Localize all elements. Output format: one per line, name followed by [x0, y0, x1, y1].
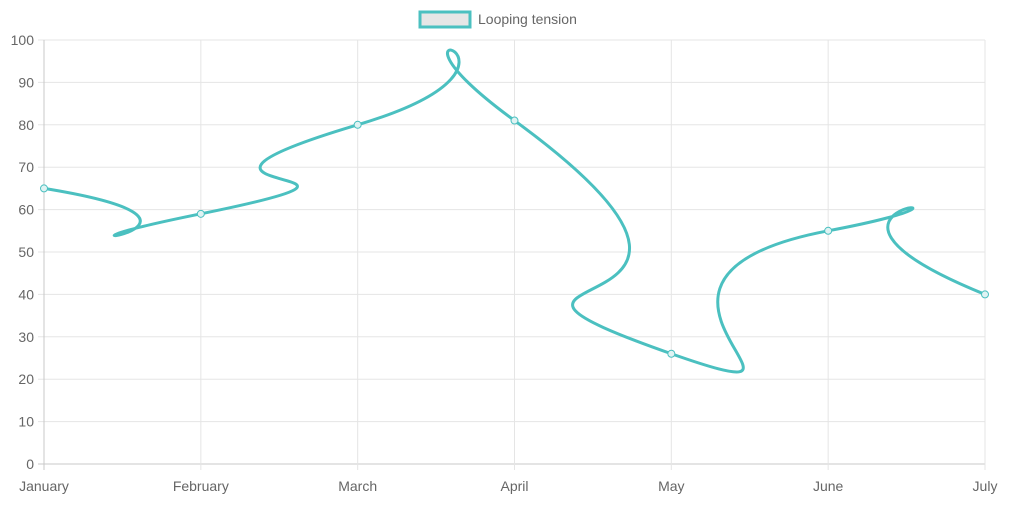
x-tick-label: April — [500, 478, 528, 494]
legend-swatch[interactable] — [418, 10, 472, 29]
y-tick-label: 30 — [18, 329, 34, 345]
x-tick-label: January — [19, 478, 69, 494]
y-tick-label: 10 — [18, 414, 34, 430]
axes: 0 10 20 30 40 50 60 70 80 90 100 January February Mar… — [11, 32, 998, 494]
data-point[interactable] — [667, 349, 676, 358]
legend[interactable]: Looping tension — [418, 10, 577, 29]
x-tick-label: March — [338, 478, 377, 494]
data-point[interactable] — [353, 120, 362, 129]
x-tick-label: June — [813, 478, 844, 494]
data-point[interactable] — [196, 209, 205, 218]
data-point[interactable] — [40, 184, 48, 193]
data-point[interactable] — [510, 116, 519, 125]
y-tick-label: 40 — [18, 286, 34, 302]
legend-label[interactable]: Looping tension — [478, 11, 577, 27]
y-tick-label: 80 — [18, 117, 34, 133]
y-tick-label: 90 — [18, 74, 34, 90]
y-tick-label: 70 — [18, 159, 34, 175]
x-tick-label: May — [658, 478, 684, 494]
x-tick-label: July — [973, 478, 998, 494]
series-layer — [42, 48, 987, 374]
data-point[interactable] — [981, 290, 989, 299]
y-tick-label: 0 — [26, 456, 34, 472]
y-tick-label: 50 — [18, 244, 34, 260]
data-point[interactable] — [824, 226, 833, 235]
grid — [38, 39, 986, 470]
y-tick-label: 60 — [18, 202, 34, 218]
y-tick-label: 20 — [18, 371, 34, 387]
y-tick-label: 100 — [11, 32, 35, 48]
x-tick-label: February — [173, 478, 229, 494]
series-line — [42, 48, 987, 374]
data-points — [40, 116, 989, 358]
